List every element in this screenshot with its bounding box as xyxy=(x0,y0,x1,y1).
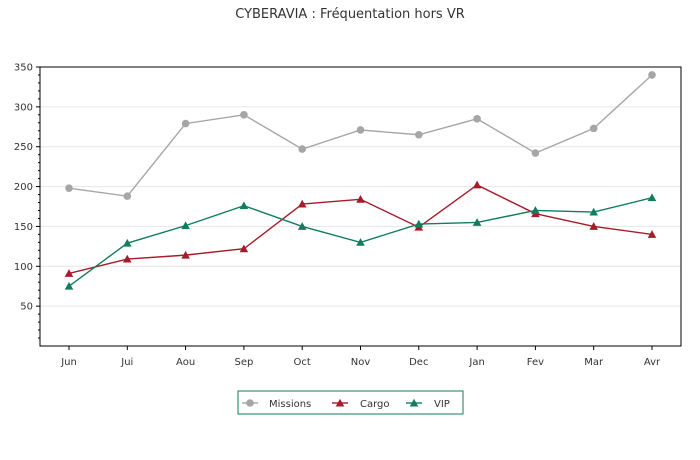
y-tick-label: 100 xyxy=(14,262,33,273)
data-point-missions xyxy=(240,111,248,119)
data-point-missions xyxy=(415,130,423,139)
y-tick-label: 50 xyxy=(20,302,33,313)
x-tick-label: Nov xyxy=(351,357,371,368)
x-tick-label: Oct xyxy=(294,357,311,368)
legend-label-cargo: Cargo xyxy=(360,399,390,410)
legend-marker-cargo xyxy=(335,398,345,407)
data-point-vip xyxy=(531,206,540,214)
data-point-vip xyxy=(123,238,132,247)
chart-title: CYBERAVIA : Fréquentation hors VR xyxy=(235,7,465,22)
y-tick-label: 150 xyxy=(14,222,33,233)
x-tick-label: Jui xyxy=(120,357,133,368)
data-point-missions xyxy=(65,184,73,192)
grid-lines xyxy=(40,66,681,307)
data-point-missions xyxy=(298,145,307,153)
x-tick-label: Jan xyxy=(468,357,484,368)
legend-box xyxy=(237,390,464,415)
data-point-vip xyxy=(647,193,657,202)
y-tick-label: 250 xyxy=(14,142,33,153)
y-tick-label: 300 xyxy=(14,102,33,113)
x-tick-label: Fev xyxy=(527,357,544,368)
legend-label-vip: VIP xyxy=(434,399,450,410)
legend-marker-missions xyxy=(246,399,254,407)
x-tick-label: Jun xyxy=(60,357,77,368)
data-point-cargo xyxy=(64,269,74,277)
x-axis: Jun Jui Aou Sep Oct Nov Dec Jan Fev Mar Avr xyxy=(60,346,661,368)
data-point-cargo xyxy=(589,222,598,230)
data-point-cargo xyxy=(239,244,249,253)
x-tick-label: Aou xyxy=(176,357,195,368)
data-point-cargo xyxy=(123,254,132,263)
series-missions xyxy=(65,71,656,200)
data-point-missions xyxy=(473,115,481,123)
legend-label-missions: Missions xyxy=(269,399,311,410)
plot-frame xyxy=(39,66,682,347)
data-point-missions xyxy=(648,71,656,79)
data-point-cargo xyxy=(356,195,365,203)
data-point-vip xyxy=(414,219,424,228)
x-tick-label: Avr xyxy=(644,357,661,368)
series-vip xyxy=(64,193,657,290)
data-point-cargo xyxy=(472,180,482,189)
data-point-vip xyxy=(297,222,307,230)
series-cargo xyxy=(64,180,657,277)
series-layer xyxy=(64,71,657,290)
x-tick-label: Sep xyxy=(234,357,253,368)
legend-marker-vip xyxy=(409,398,419,407)
data-point-vip xyxy=(239,201,249,210)
legend: Missions Cargo VIP xyxy=(237,390,464,415)
data-point-missions xyxy=(589,124,598,133)
data-point-vip xyxy=(181,221,190,230)
data-point-missions xyxy=(123,192,132,200)
data-point-cargo xyxy=(297,199,307,208)
data-point-missions xyxy=(531,149,540,157)
data-point-cargo xyxy=(647,230,657,238)
x-tick-label: Dec xyxy=(409,357,428,368)
y-axis: 50 100 150 200 250 300 350 xyxy=(14,63,40,339)
y-tick-label: 350 xyxy=(14,63,33,74)
data-point-missions xyxy=(181,119,190,128)
y-tick-label: 200 xyxy=(14,182,33,193)
data-point-missions xyxy=(356,126,365,134)
series-line-missions xyxy=(68,74,653,197)
data-point-vip xyxy=(356,238,365,246)
data-point-vip xyxy=(589,207,598,216)
x-tick-label: Mar xyxy=(584,357,604,368)
data-point-vip xyxy=(64,281,74,290)
data-point-cargo xyxy=(181,250,190,259)
data-point-vip xyxy=(472,218,482,226)
